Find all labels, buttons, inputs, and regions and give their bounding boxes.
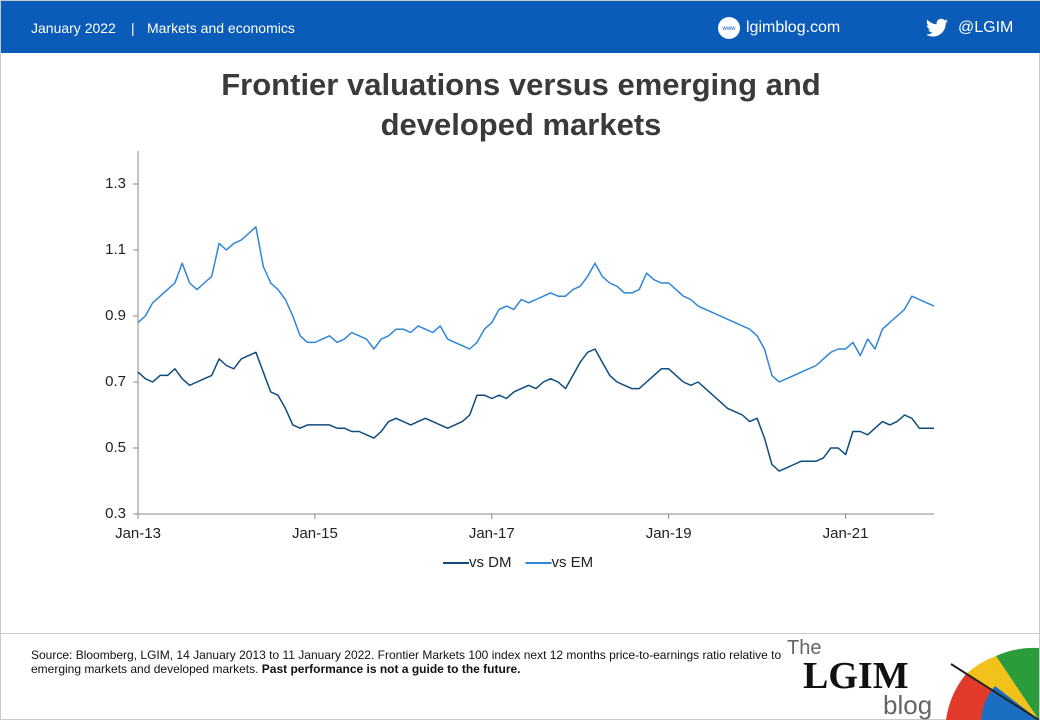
logo-the: The bbox=[787, 637, 821, 659]
legend-label: vs DM bbox=[469, 554, 512, 571]
header-bar: January 2022 | Markets and economics www… bbox=[1, 1, 1040, 53]
header-site[interactable]: lgimblog.com bbox=[746, 19, 841, 36]
footer: Source: Bloomberg, LGIM, 14 January 2013… bbox=[1, 633, 1040, 720]
chart-title: Frontier valuations versus emerging and … bbox=[221, 67, 821, 142]
umbrella bbox=[946, 647, 1039, 720]
chart: 0.3 0.5 0.7 0.9 1.1 1.3 Jan-13 Jan-15 Jan-17 Jan-… bbox=[105, 151, 935, 571]
legend-label: vs EM bbox=[552, 554, 594, 571]
x-tick-label: Jan-19 bbox=[646, 525, 692, 542]
series-line bbox=[137, 226, 935, 383]
header-section: Markets and economics bbox=[147, 20, 295, 36]
separator: | bbox=[131, 20, 135, 36]
y-tick-label: 1.3 bbox=[105, 175, 126, 192]
logo-blog: blog bbox=[883, 690, 932, 720]
x-tick-label: Jan-13 bbox=[115, 525, 161, 542]
x-tick-label: Jan-21 bbox=[823, 525, 869, 542]
logo: The LGIM blog bbox=[787, 637, 1039, 720]
y-tick-label: 1.1 bbox=[105, 241, 126, 258]
y-tick-label: 0.5 bbox=[105, 439, 126, 456]
source-text: Source: Bloomberg, LGIM, 14 January 2013… bbox=[31, 648, 782, 676]
y-tick-label: 0.3 bbox=[105, 505, 126, 522]
series-line bbox=[137, 348, 934, 472]
header-handle[interactable]: @LGIM bbox=[958, 19, 1014, 36]
logo-name: LGIM bbox=[803, 655, 909, 697]
twitter-icon bbox=[926, 18, 948, 37]
web-icon: www bbox=[718, 17, 740, 39]
y-tick-label: 0.9 bbox=[105, 307, 126, 324]
source-note: Past performance is not a guide to the f… bbox=[261, 662, 521, 676]
x-tick-label: Jan-17 bbox=[469, 525, 515, 542]
svg-text:www: www bbox=[722, 26, 737, 32]
source: Source: Bloomberg, LGIM, 14 January 2013… bbox=[31, 648, 791, 676]
header-date: January 2022 bbox=[31, 20, 116, 36]
x-tick-label: Jan-15 bbox=[292, 525, 338, 542]
y-tick-label: 0.7 bbox=[105, 373, 126, 390]
